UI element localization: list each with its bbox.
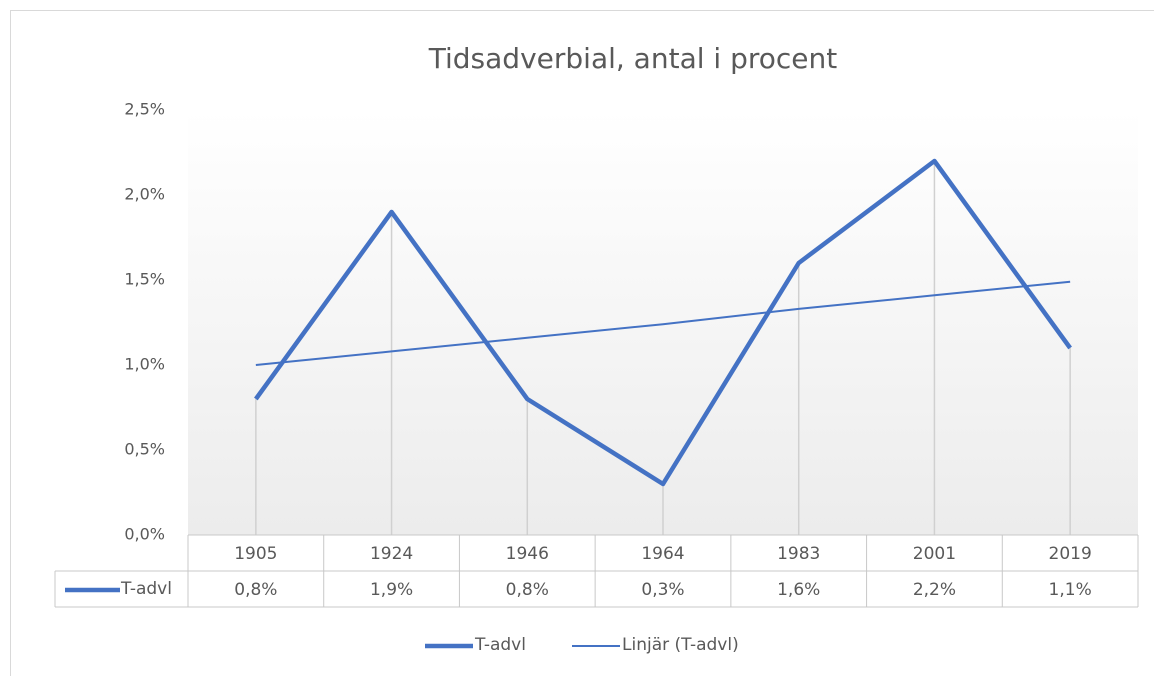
legend-label: T-advl bbox=[474, 635, 526, 655]
y-tick-label: 0,5% bbox=[124, 440, 165, 459]
data-table-value: 1,1% bbox=[1049, 580, 1092, 600]
y-tick-label: 0,0% bbox=[124, 525, 165, 544]
data-table-value: 0,3% bbox=[641, 580, 684, 600]
data-table-value: 1,9% bbox=[370, 580, 413, 600]
x-tick-label: 1924 bbox=[370, 544, 413, 564]
x-tick-label: 1905 bbox=[234, 544, 277, 564]
x-tick-label: 1946 bbox=[506, 544, 549, 564]
y-tick-label: 2,0% bbox=[124, 185, 165, 204]
chart-title: Tidsadverbial, antal i procent bbox=[428, 42, 837, 75]
trendline bbox=[255, 280, 1071, 366]
x-tick-label: 2001 bbox=[913, 544, 956, 564]
x-tick-label: 2019 bbox=[1049, 544, 1092, 564]
data-table-value: 1,6% bbox=[777, 580, 820, 600]
y-tick-label: 1,5% bbox=[124, 270, 165, 289]
data-table-value: 0,8% bbox=[234, 580, 277, 600]
y-tick-label: 1,0% bbox=[124, 355, 165, 374]
y-tick-label: 2,5% bbox=[124, 100, 165, 119]
table-legend-label: T-advl bbox=[120, 579, 172, 599]
data-table-value: 0,8% bbox=[506, 580, 549, 600]
data-table-value: 2,2% bbox=[913, 580, 956, 600]
legend-label: Linjär (T-advl) bbox=[622, 635, 739, 655]
plot-area bbox=[188, 110, 1138, 535]
x-tick-label: 1983 bbox=[777, 544, 820, 564]
x-tick-label: 1964 bbox=[641, 544, 684, 564]
line bbox=[254, 158, 1072, 487]
